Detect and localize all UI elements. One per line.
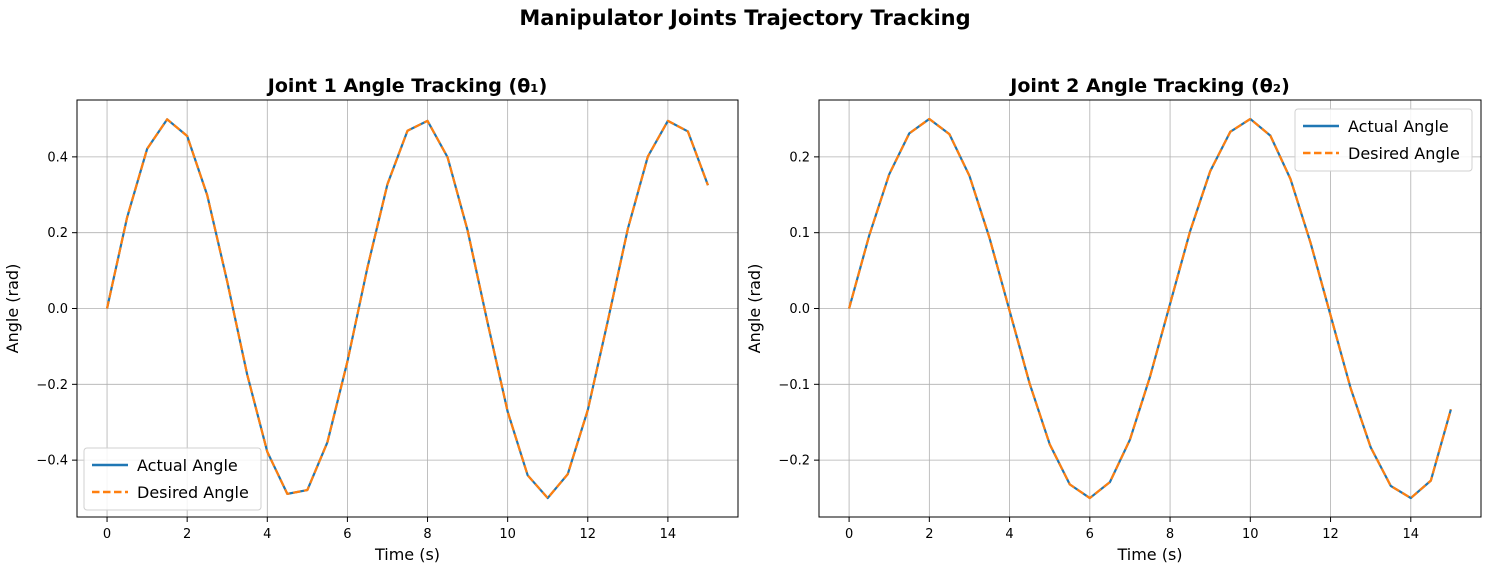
chart1-xlabel: Time (s) (374, 545, 440, 564)
chart2-xtick-label-0: 0 (845, 527, 853, 542)
chart2-xtick-label-6: 12 (1322, 527, 1339, 542)
chart2-xtick-label-2: 4 (1005, 527, 1013, 542)
chart1-legend: Actual Angle Desired Angle (83, 447, 262, 511)
chart2-legend-label-desired: Desired Angle (1348, 144, 1460, 163)
chart2-xtick-label-7: 14 (1403, 527, 1420, 542)
chart1-legend-box (83, 447, 262, 511)
chart2-xlabel: Time (s) (1116, 545, 1182, 564)
chart1-legend-label-desired: Desired Angle (137, 483, 249, 502)
chart1-xtick-label-5: 10 (499, 527, 516, 542)
chart1-ytick-label-4: 0.4 (47, 150, 68, 165)
chart1-series-desired-line (105, 118, 709, 500)
chart2-xtick-label-1: 2 (925, 527, 933, 542)
chart1-xtick-label-4: 8 (423, 527, 431, 542)
chart2-ylabel: Angle (rad) (745, 264, 764, 354)
chart2-ytick-label-3: 0.1 (789, 226, 810, 241)
chart2-ytick-label-4: 0.2 (789, 150, 810, 165)
chart2-ytick-label-2: 0.0 (789, 302, 810, 317)
chart1-xtick-label-2: 4 (263, 527, 271, 542)
chart2-legend-label-actual: Actual Angle (1348, 117, 1449, 136)
chart1-legend-label-actual: Actual Angle (137, 456, 238, 475)
joint1-axes: 0 2 4 6 8 10 12 14 −0.4 −0.2 0.0 0.2 0.4 Time (s) Angl… (3, 75, 739, 564)
chart2-xtick-label-5: 10 (1242, 527, 1259, 542)
chart1-ylabel: Angle (rad) (3, 264, 22, 354)
joint2-axes: 0 2 4 6 8 10 12 14 −0.2 −0.1 0.0 0.1 0.2 Time (s) Angl… (745, 75, 1482, 564)
chart1-ytick-label-1: −0.2 (36, 378, 68, 393)
chart2-legend-box (1294, 108, 1473, 172)
chart1-xtick-label-6: 12 (579, 527, 596, 542)
chart1-xtick-label-0: 0 (103, 527, 111, 542)
chart1-xtick-label-1: 2 (183, 527, 191, 542)
chart2-title: Joint 2 Angle Tracking (θ₂) (1008, 75, 1290, 97)
chart1-xtick-label-7: 14 (660, 527, 677, 542)
chart2-ytick-label-1: −0.1 (778, 378, 810, 393)
figure-title: Manipulator Joints Trajectory Tracking (519, 6, 971, 30)
chart1-xtick-label-3: 6 (343, 527, 351, 542)
chart2-ytick-label-0: −0.2 (778, 454, 810, 469)
chart2-legend: Actual Angle Desired Angle (1294, 108, 1473, 172)
chart1-ytick-label-2: 0.0 (47, 302, 68, 317)
chart2-series-desired-line (848, 117, 1452, 500)
chart2-xtick-label-4: 8 (1166, 527, 1174, 542)
chart1-title: Joint 1 Angle Tracking (θ₁) (266, 75, 548, 97)
chart1-ytick-label-3: 0.2 (47, 226, 68, 241)
chart2-xtick-label-3: 6 (1086, 527, 1094, 542)
chart1-ytick-label-0: −0.4 (36, 454, 68, 469)
